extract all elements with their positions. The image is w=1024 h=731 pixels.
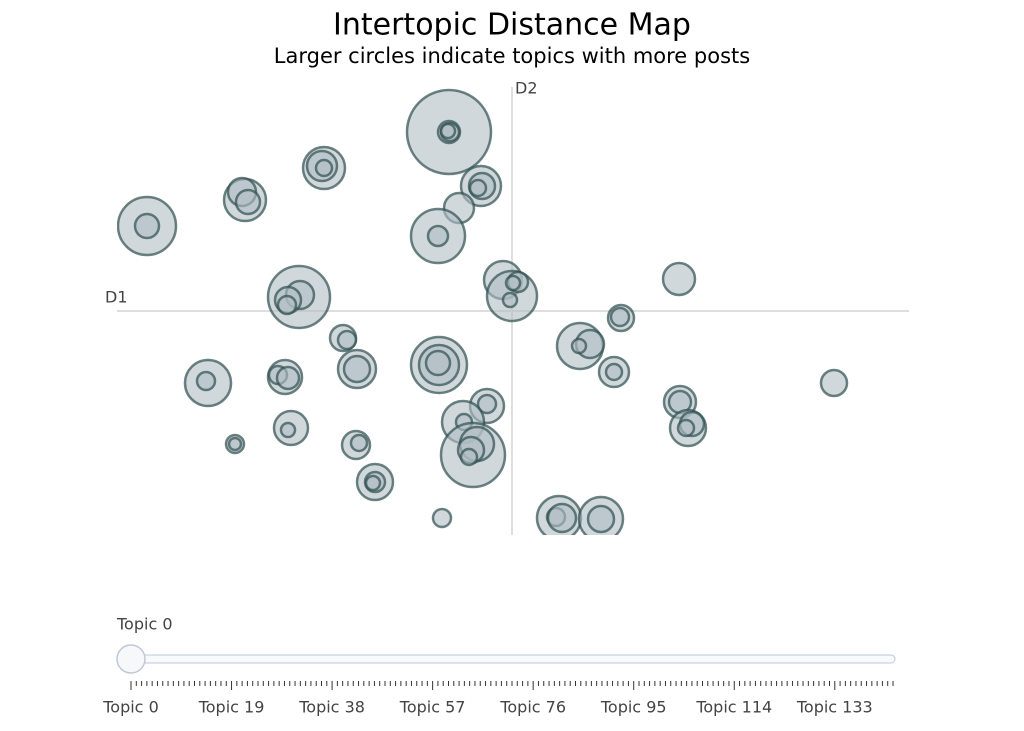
topic-bubble[interactable] [342, 354, 372, 384]
topic-bubble[interactable] [364, 474, 382, 492]
slider-tick-label: Topic 38 [298, 698, 365, 717]
slider[interactable]: Topic 0 Topic 0 Topic 19 Topic 38 Topic 57 T… [102, 615, 896, 717]
slider-tick-label: Topic 114 [695, 698, 772, 717]
chart-subtitle: Larger circles indicate topics with more… [274, 44, 750, 68]
topic-bubble[interactable] [424, 349, 452, 377]
topic-bubble[interactable] [570, 337, 588, 355]
topic-bubble[interactable] [234, 188, 262, 216]
slider-tick-label: Topic 133 [796, 698, 873, 717]
topic-bubble[interactable] [439, 122, 457, 140]
slider-tick-label: Topic 0 [102, 698, 159, 717]
topic-bubble[interactable] [661, 261, 697, 297]
topic-bubble[interactable] [426, 224, 450, 248]
y-axis-label: D2 [515, 79, 538, 98]
slider-tick-label: Topic 57 [399, 698, 466, 717]
x-axis-label: D1 [105, 288, 128, 307]
slider-handle[interactable] [116, 644, 146, 674]
topic-bubble[interactable] [336, 329, 358, 351]
topic-bubble[interactable] [275, 365, 301, 391]
topic-bubble[interactable] [195, 370, 217, 392]
topic-bubble[interactable] [609, 306, 631, 328]
slider-current-value: Topic 0 [116, 615, 173, 634]
topic-bubble[interactable] [819, 368, 849, 398]
slider-tick-label: Topic 76 [499, 698, 566, 717]
plot-area [117, 87, 909, 535]
topic-bubble[interactable] [604, 362, 624, 382]
topic-bubble[interactable] [431, 507, 453, 529]
topic-bubble[interactable] [279, 421, 297, 439]
topic-bubble[interactable] [459, 447, 479, 467]
topic-bubble[interactable] [227, 436, 243, 452]
topic-bubble[interactable] [314, 158, 334, 178]
topic-bubble[interactable] [468, 178, 488, 198]
topic-bubble[interactable] [133, 212, 161, 240]
topic-bubble[interactable] [586, 504, 616, 534]
topic-bubble[interactable] [676, 418, 696, 438]
chart-title: Intertopic Distance Map [333, 8, 691, 43]
slider-tick-label: Topic 19 [198, 698, 265, 717]
topic-bubble[interactable] [349, 433, 369, 453]
topic-bubble[interactable] [501, 291, 519, 309]
topic-bubble[interactable] [504, 274, 522, 292]
topic-bubble[interactable] [276, 294, 298, 316]
topic-bubble[interactable] [546, 502, 578, 534]
slider-rail[interactable] [126, 654, 896, 664]
slider-tick-label: Topic 95 [600, 698, 667, 717]
topic-bubble[interactable] [476, 393, 498, 415]
